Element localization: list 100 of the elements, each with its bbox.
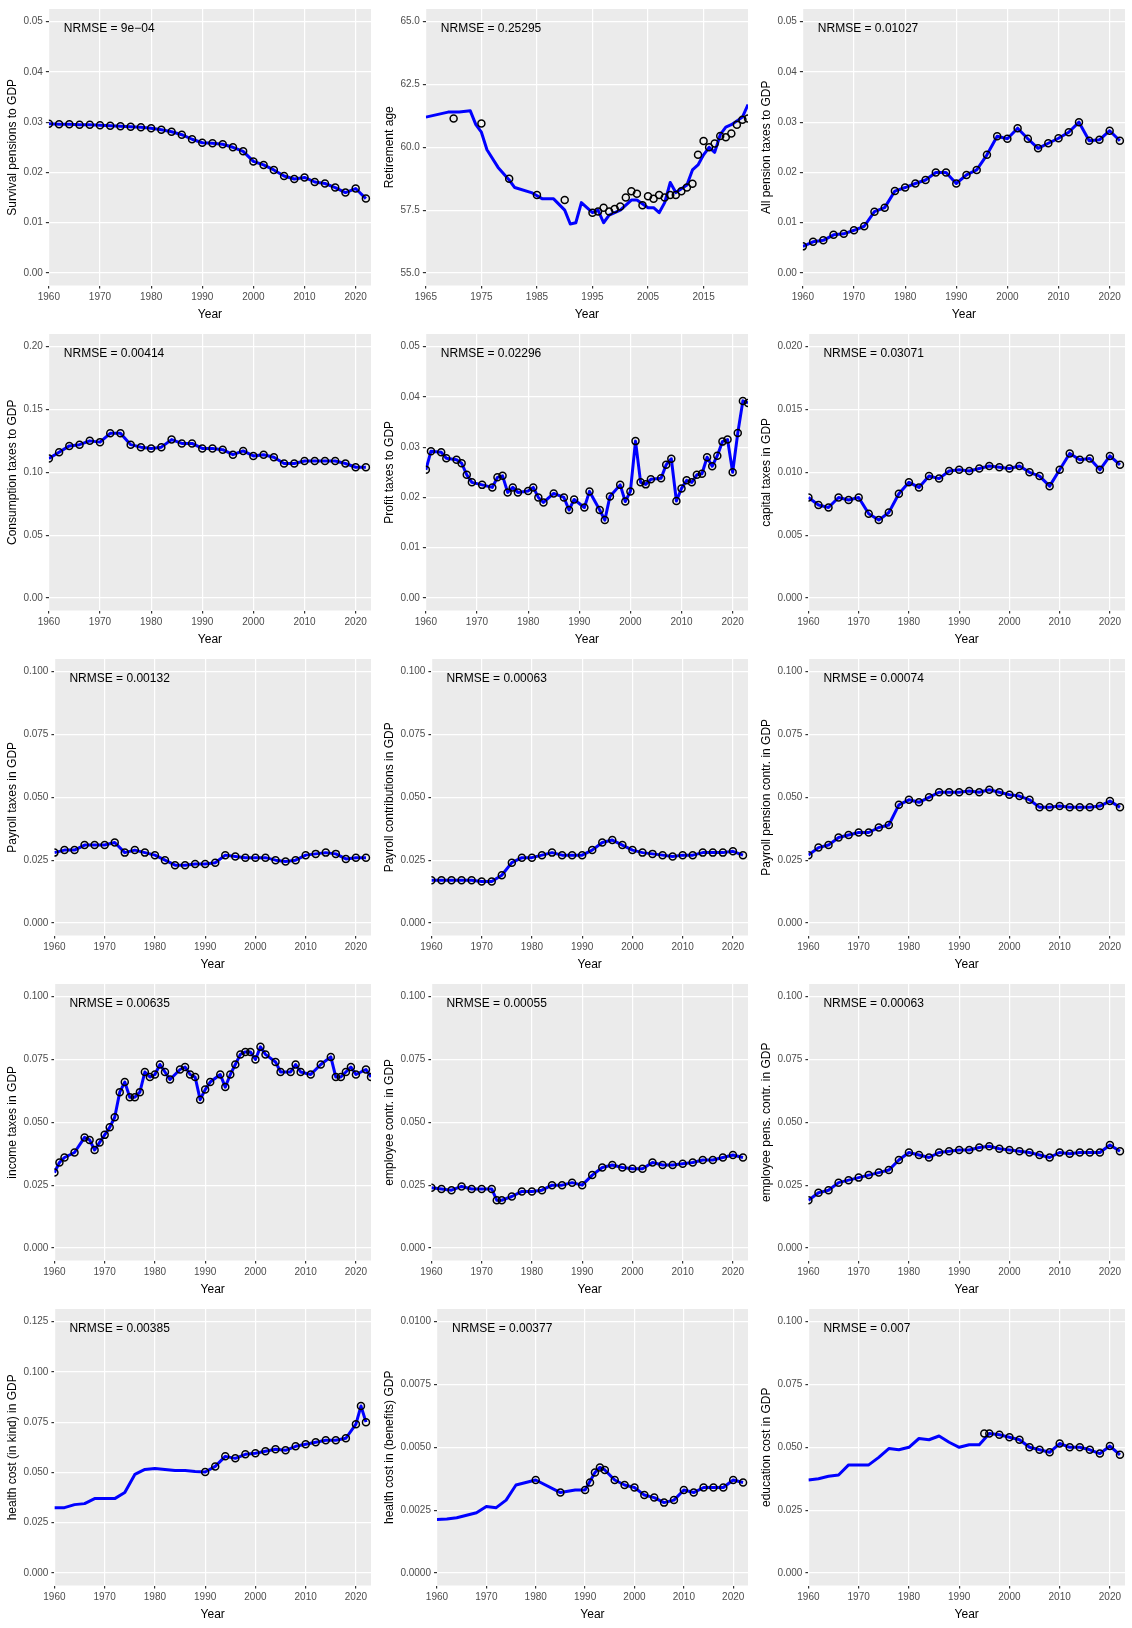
- point: [718, 1153, 728, 1162]
- x-axis-title: Year: [577, 957, 602, 972]
- x-tick-label: 2010: [294, 1591, 318, 1603]
- point: [228, 143, 238, 152]
- point: [157, 125, 166, 134]
- point: [116, 429, 125, 438]
- annotation: NRMSE = 0.02296: [440, 346, 542, 361]
- y-tick-label: 55.0: [400, 266, 421, 278]
- point: [1105, 451, 1115, 461]
- x-axis-title: Year: [574, 632, 600, 647]
- point: [221, 1452, 230, 1461]
- point: [1015, 1146, 1024, 1156]
- point: [975, 788, 984, 797]
- point: [251, 853, 260, 862]
- point: [241, 1450, 250, 1459]
- point: [200, 1085, 210, 1094]
- point: [615, 480, 625, 490]
- point: [361, 194, 371, 203]
- point: [678, 1159, 687, 1169]
- point: [1035, 803, 1044, 812]
- point: [679, 1485, 689, 1495]
- x-tick-label: 1960: [414, 616, 438, 628]
- x-tick-label: 2000: [998, 616, 1021, 628]
- point: [844, 830, 853, 840]
- point: [577, 850, 587, 860]
- y-tick-label: 0.02: [400, 491, 421, 503]
- y-tick-label: 0.03: [23, 115, 44, 127]
- point: [467, 478, 477, 487]
- point: [300, 456, 309, 466]
- y-axis-title: health cost (in kind) in GDP: [4, 1374, 19, 1521]
- point: [715, 131, 725, 141]
- y-axis-title: Survival pensions to GDP: [4, 78, 19, 216]
- x-tick-label: 1990: [194, 1266, 217, 1278]
- x-axis-title: Year: [954, 1282, 979, 1297]
- point: [330, 456, 340, 466]
- x-tick-label: 1995: [581, 291, 605, 303]
- point: [187, 135, 197, 144]
- point: [180, 860, 190, 870]
- y-tick-label: 0.015: [777, 403, 803, 415]
- point: [1075, 455, 1085, 464]
- x-axis-title: Year: [574, 307, 600, 322]
- point: [995, 1144, 1004, 1153]
- point: [200, 1467, 210, 1477]
- point: [452, 455, 461, 464]
- y-tick-label: 0.05: [777, 15, 798, 27]
- point: [160, 1067, 170, 1077]
- y-axis-title: employee pens. contr. in GDP: [758, 1042, 773, 1203]
- x-tick-label: 2010: [1048, 1266, 1072, 1278]
- x-tick-label: 2000: [244, 941, 267, 953]
- point: [330, 183, 340, 192]
- point: [331, 849, 341, 859]
- point: [1054, 134, 1063, 143]
- y-tick-label: 0.03: [400, 440, 421, 452]
- point: [126, 440, 135, 449]
- point: [187, 439, 197, 448]
- x-tick-label: 1970: [847, 941, 871, 953]
- x-tick-label: 1960: [797, 1591, 820, 1603]
- x-tick-label: 2020: [721, 616, 745, 628]
- y-tick-label: 0.0000: [400, 1566, 432, 1578]
- y-tick-label: 0.050: [777, 1441, 803, 1453]
- point: [616, 202, 625, 211]
- point: [1025, 1443, 1034, 1452]
- y-tick-label: 0.025: [400, 1178, 426, 1190]
- point: [180, 1062, 190, 1072]
- point: [738, 115, 747, 124]
- annotation: NRMSE = 0.00635: [69, 996, 171, 1011]
- point: [824, 503, 833, 512]
- x-tick-label: 2020: [1098, 291, 1122, 303]
- point: [1015, 1435, 1024, 1445]
- y-tick-label: 0.050: [23, 791, 49, 803]
- y-tick-label: 0.100: [777, 990, 803, 1002]
- point: [145, 1072, 155, 1082]
- point: [110, 1113, 119, 1122]
- point: [698, 848, 708, 857]
- x-tick-label: 2020: [344, 1266, 368, 1278]
- point: [100, 840, 109, 850]
- point: [341, 1434, 351, 1443]
- y-axis-title: Payroll pension contr. in GDP: [758, 718, 773, 876]
- point: [218, 445, 227, 454]
- point: [449, 114, 458, 123]
- point: [437, 1184, 446, 1194]
- point: [231, 1060, 240, 1069]
- point: [85, 120, 95, 129]
- point: [880, 203, 889, 212]
- point: [934, 474, 944, 483]
- x-tick-label: 1960: [425, 1591, 449, 1603]
- point: [1055, 1148, 1064, 1157]
- point: [115, 1087, 124, 1097]
- point: [975, 1143, 984, 1152]
- point: [648, 849, 657, 859]
- point: [120, 848, 130, 857]
- point: [321, 1436, 331, 1445]
- point: [140, 848, 150, 857]
- x-tick-label: 1990: [194, 941, 217, 953]
- x-tick-label: 2000: [998, 1266, 1021, 1278]
- point: [1065, 803, 1074, 812]
- point: [487, 877, 496, 886]
- y-tick-label: 0.0075: [400, 1378, 432, 1390]
- y-tick-label: 0.125: [23, 1315, 49, 1327]
- point: [630, 1483, 639, 1492]
